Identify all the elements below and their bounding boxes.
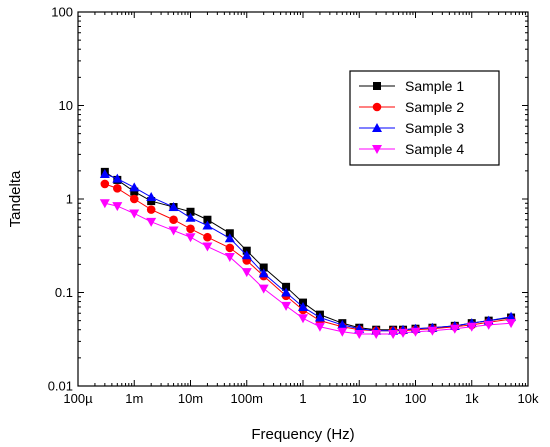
x-tick-label: 100 [405, 391, 427, 406]
legend: Sample 1 Sample 2 Sample 3 Sample 4 [349, 70, 500, 166]
data-point [281, 301, 292, 311]
legend-label: Sample 3 [405, 120, 464, 136]
data-point [398, 328, 409, 338]
data-point [113, 184, 122, 193]
series-line [104, 171, 512, 331]
data-point [100, 179, 110, 189]
y-tick-label: 0.1 [55, 285, 73, 300]
data-point [314, 322, 325, 332]
data-point [112, 202, 123, 212]
data-point [185, 233, 196, 243]
data-point [337, 327, 348, 337]
data-point [259, 263, 268, 272]
data-point [354, 329, 365, 339]
series-line [104, 202, 512, 335]
data-point [202, 242, 213, 252]
data-point [99, 199, 110, 209]
x-tick-label: 10 [352, 391, 366, 406]
data-point [202, 220, 213, 230]
series-2 [100, 179, 516, 336]
data-point [298, 314, 308, 324]
legend-marker [373, 82, 381, 90]
data-point [281, 287, 292, 297]
data-point [99, 169, 110, 179]
data-point [410, 327, 421, 337]
y-axis-title: Tandelta [7, 170, 24, 227]
legend-item: Sample 2 [359, 99, 464, 115]
data-point [186, 224, 195, 234]
data-point [129, 182, 140, 192]
x-tick-label: 100µ [63, 391, 93, 406]
data-point [449, 324, 460, 334]
data-point [506, 311, 517, 321]
axes: 100µ 1m 10m 100m 1 10 100 1k 10k 0.01 0.1 1 10 100 [48, 5, 539, 407]
legend-item: Sample 4 [359, 141, 464, 157]
data-point [129, 194, 139, 204]
data-point [483, 320, 494, 330]
x-axis-title: Frequency (Hz) [251, 426, 354, 443]
data-point [168, 202, 179, 212]
data-point [337, 319, 348, 329]
legend-label: Sample 1 [405, 78, 464, 94]
data-point [314, 312, 325, 322]
legend-label: Sample 2 [405, 99, 464, 115]
legend-label: Sample 4 [405, 141, 464, 157]
x-tick-label: 10m [178, 391, 203, 406]
x-tick-label: 1m [125, 391, 143, 406]
data-point [427, 326, 438, 336]
data-point [224, 252, 235, 262]
data-point [147, 197, 156, 206]
legend-item: Sample 1 [359, 78, 464, 94]
y-tick-label: 1 [66, 192, 73, 207]
data-point [130, 187, 139, 196]
data-point [466, 322, 477, 332]
data-point [146, 192, 157, 202]
legend-marker [372, 123, 382, 132]
series-line [104, 173, 512, 332]
data-point [371, 329, 382, 339]
series-4 [99, 199, 517, 339]
x-tick-label: 1k [465, 391, 479, 406]
data-point [146, 217, 157, 227]
y-tick-label: 0.01 [48, 379, 73, 394]
series-line [104, 183, 512, 332]
data-point [203, 232, 212, 242]
series-3 [99, 169, 517, 335]
data-point [186, 207, 195, 216]
data-point [298, 301, 308, 311]
data-point [506, 319, 517, 329]
legend-marker [372, 145, 382, 154]
data-point [168, 226, 179, 236]
x-tick-label: 1 [299, 391, 306, 406]
data-point [146, 205, 156, 214]
data-point [282, 282, 291, 291]
series-layer [99, 167, 517, 339]
y-tick-label: 10 [59, 98, 73, 113]
data-point [241, 268, 252, 278]
data-point [258, 268, 269, 278]
data-point [388, 329, 399, 339]
plot-frame [77, 11, 529, 387]
legend-marker [372, 102, 382, 112]
data-point [225, 243, 235, 253]
data-point [185, 212, 196, 222]
data-point [203, 215, 212, 224]
legend-item: Sample 3 [359, 120, 464, 136]
x-tick-label: 10k [518, 391, 539, 406]
data-point [129, 209, 140, 219]
x-tick-label: 100m [230, 391, 263, 406]
data-point [258, 284, 269, 294]
data-point [112, 173, 123, 183]
y-tick-label: 100 [51, 5, 73, 20]
series-1 [100, 167, 516, 334]
data-point [169, 215, 178, 225]
data-point [225, 229, 234, 238]
data-point [224, 233, 235, 243]
data-point [241, 250, 252, 260]
